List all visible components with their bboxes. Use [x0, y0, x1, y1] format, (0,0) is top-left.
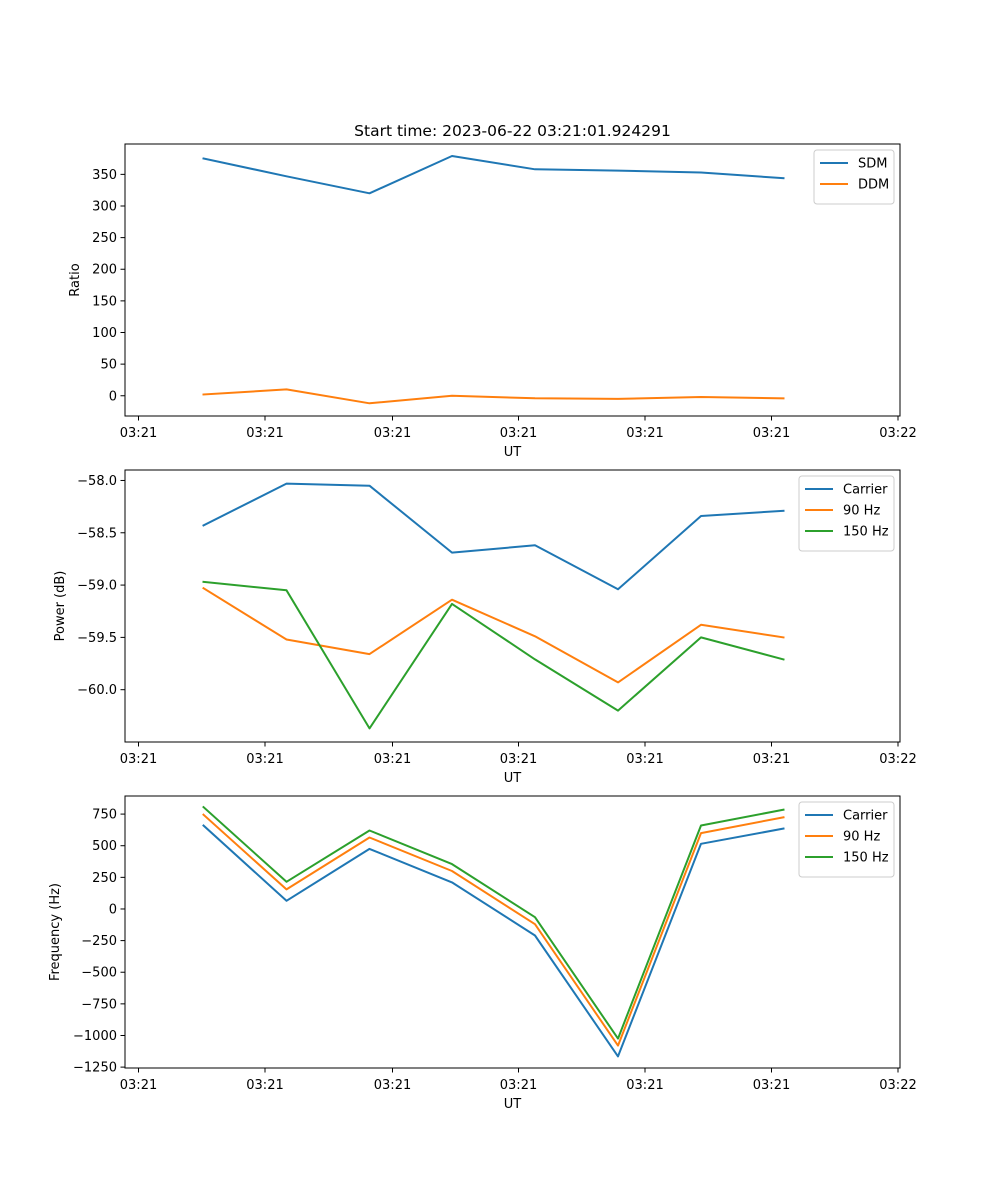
legend-label: Carrier — [843, 483, 888, 498]
legend: Carrier 90 Hz 150 Hz — [798, 475, 895, 552]
x-tick-label: 03:21 — [374, 1078, 411, 1093]
x-tick-label: 03:21 — [500, 752, 537, 767]
y-tick-label: −59.5 — [77, 631, 117, 646]
y-tick-label: 50 — [100, 358, 117, 373]
legend: SDM DDM — [813, 149, 895, 205]
y-tick-label: 350 — [92, 168, 117, 183]
x-tick-label: 03:21 — [120, 752, 157, 767]
legend-frame — [798, 801, 895, 878]
y-tick-label: 0 — [109, 902, 117, 917]
x-tick-label: 03:21 — [120, 426, 157, 441]
y-tick-label: 300 — [92, 199, 117, 214]
x-tick-label: 03:21 — [626, 426, 663, 441]
y-tick-label: 750 — [92, 808, 117, 823]
y-tick-label: −750 — [81, 997, 117, 1012]
chart-panel-3: 03:21 03:21 03:21 03:21 03:21 03:21 03:22 −1250… — [48, 795, 917, 1112]
chart-panel-2: 03:21 03:21 03:21 03:21 03:21 03:21 03:22 −60.0… — [53, 469, 917, 786]
plot-frame — [124, 795, 901, 1069]
x-tick-label: 03:21 — [120, 1078, 157, 1093]
y-tick-label: −59.0 — [77, 579, 117, 594]
plot-frame — [124, 469, 901, 743]
x-tick-label: 03:21 — [753, 426, 790, 441]
y-tick-label: 0 — [109, 389, 117, 404]
series-line-carrier — [202, 824, 785, 1058]
chart-panel-1: 03:21 03:21 03:21 03:21 03:21 03:21 03:22 0 50 10… — [68, 122, 917, 460]
y-tick-label: 150 — [92, 294, 117, 309]
y-tick-label: −500 — [81, 966, 117, 981]
y-tick-label: −1250 — [73, 1061, 117, 1076]
x-tick-label: 03:22 — [879, 1078, 916, 1093]
chart-title: Start time: 2023-06-22 03:21:01.924291 — [354, 122, 671, 140]
y-tick-label: −250 — [81, 934, 117, 949]
x-axis-label: UT — [504, 771, 522, 786]
x-tick-label: 03:21 — [374, 752, 411, 767]
y-tick-label: −1000 — [73, 1029, 117, 1044]
y-tick-label: −58.5 — [77, 526, 117, 541]
legend-frame — [798, 475, 895, 552]
legend: Carrier 90 Hz 150 Hz — [798, 801, 895, 878]
x-tick-label: 03:21 — [500, 426, 537, 441]
legend-label: Carrier — [843, 809, 888, 824]
y-tick-label: 200 — [92, 263, 117, 278]
x-tick-label: 03:21 — [753, 1078, 790, 1093]
series-line-150-hz — [202, 805, 785, 1040]
series-line-90-hz — [202, 586, 785, 684]
series-line-90-hz — [202, 813, 785, 1047]
x-tick-label: 03:22 — [879, 752, 916, 767]
y-axis-label: Power (dB) — [53, 571, 68, 642]
series-line-150-hz — [202, 580, 785, 730]
series-line-sdm — [202, 155, 785, 195]
x-tick-label: 03:22 — [879, 426, 916, 441]
x-tick-label: 03:21 — [626, 752, 663, 767]
legend-label: 90 Hz — [843, 830, 880, 845]
x-tick-label: 03:21 — [246, 752, 283, 767]
y-tick-label: 500 — [92, 839, 117, 854]
legend-label: 150 Hz — [843, 851, 889, 866]
x-tick-label: 03:21 — [753, 752, 790, 767]
x-tick-label: 03:21 — [246, 426, 283, 441]
series-line-carrier — [202, 482, 785, 591]
x-tick-label: 03:21 — [500, 1078, 537, 1093]
y-tick-label: 250 — [92, 231, 117, 246]
legend-label: 150 Hz — [843, 525, 889, 540]
x-tick-label: 03:21 — [626, 1078, 663, 1093]
y-tick-label: −60.0 — [77, 683, 117, 698]
x-axis-label: UT — [504, 1097, 522, 1112]
x-tick-label: 03:21 — [374, 426, 411, 441]
y-tick-label: 250 — [92, 871, 117, 886]
series-line-ddm — [202, 388, 785, 405]
legend-label: DDM — [858, 178, 889, 193]
y-tick-label: −58.0 — [77, 474, 117, 489]
legend-label: SDM — [858, 157, 887, 172]
x-axis-label: UT — [504, 445, 522, 460]
plot-frame — [124, 143, 901, 417]
y-axis-label: Ratio — [68, 263, 83, 296]
x-tick-label: 03:21 — [246, 1078, 283, 1093]
y-axis-label: Frequency (Hz) — [48, 883, 63, 981]
legend-label: 90 Hz — [843, 504, 880, 519]
y-tick-label: 100 — [92, 326, 117, 341]
